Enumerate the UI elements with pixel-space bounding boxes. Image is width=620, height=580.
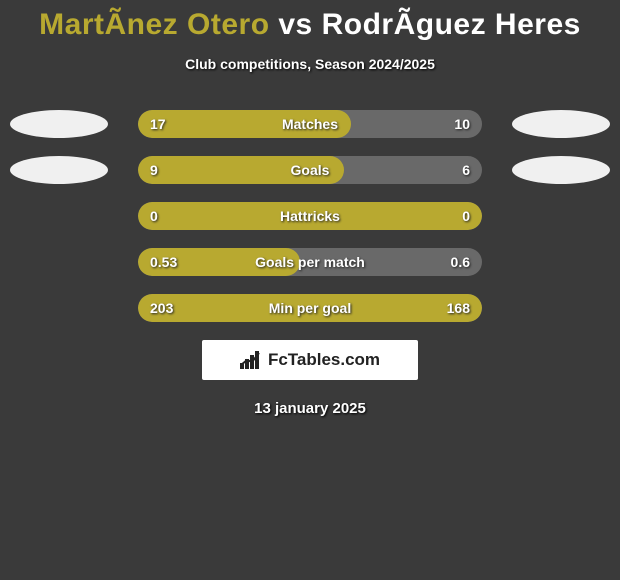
stats-list: 17Matches10 9Goals6 0Hattricks0 0.53Goals p… xyxy=(0,110,620,322)
logo-trend-icon xyxy=(240,351,262,369)
stat-label: Matches xyxy=(138,110,482,138)
stat-label: Goals xyxy=(138,156,482,184)
player1-ellipse xyxy=(10,156,108,184)
date-text: 13 january 2025 xyxy=(0,400,620,417)
stat-row: 9Goals6 xyxy=(0,156,620,184)
player2-name: RodrÃ­guez Heres xyxy=(322,8,581,41)
player1-ellipse xyxy=(10,110,108,138)
stat-bar: 203Min per goal168 xyxy=(138,294,482,322)
brand-chart-icon xyxy=(240,351,262,369)
stat-bar: 0Hattricks0 xyxy=(138,202,482,230)
stat-value-right: 168 xyxy=(447,294,470,322)
stat-bar: 0.53Goals per match0.6 xyxy=(138,248,482,276)
vs-text: vs xyxy=(278,8,312,41)
stat-label: Min per goal xyxy=(138,294,482,322)
stat-row: 17Matches10 xyxy=(0,110,620,138)
stat-row: 203Min per goal168 xyxy=(0,294,620,322)
stat-value-right: 10 xyxy=(454,110,470,138)
stat-bar: 9Goals6 xyxy=(138,156,482,184)
page-title: MartÃ­nez Otero vs RodrÃ­guez Heres xyxy=(0,8,620,42)
stat-bar: 17Matches10 xyxy=(138,110,482,138)
stat-row: 0Hattricks0 xyxy=(0,202,620,230)
stat-label: Goals per match xyxy=(138,248,482,276)
stat-value-right: 6 xyxy=(462,156,470,184)
stat-row: 0.53Goals per match0.6 xyxy=(0,248,620,276)
player2-ellipse xyxy=(512,156,610,184)
subtitle: Club competitions, Season 2024/2025 xyxy=(0,56,620,72)
player1-name: MartÃ­nez Otero xyxy=(39,8,269,41)
stat-value-right: 0 xyxy=(462,202,470,230)
comparison-card: MartÃ­nez Otero vs RodrÃ­guez Heres Club… xyxy=(0,0,620,417)
stat-label: Hattricks xyxy=(138,202,482,230)
stat-value-right: 0.6 xyxy=(451,248,470,276)
brand-badge: FcTables.com xyxy=(202,340,418,380)
player2-ellipse xyxy=(512,110,610,138)
brand-text: FcTables.com xyxy=(268,350,380,370)
